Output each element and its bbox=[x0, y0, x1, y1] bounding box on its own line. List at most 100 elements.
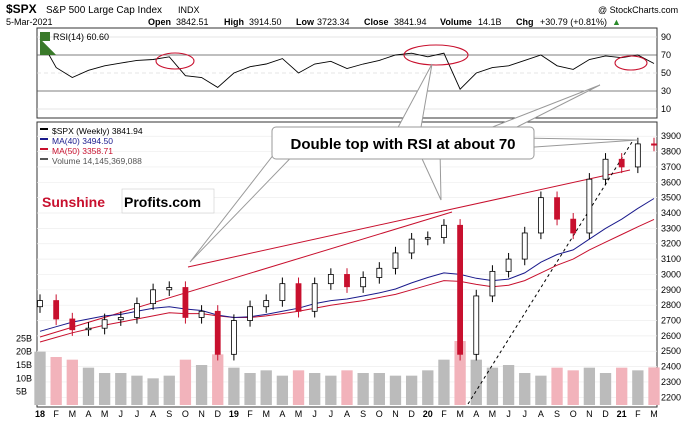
x-tick-label: F bbox=[441, 409, 447, 419]
rsi-axis: 90 70 50 30 10 bbox=[661, 32, 671, 114]
volume-bar bbox=[648, 367, 660, 405]
volume-bar bbox=[309, 373, 321, 405]
volume-bar bbox=[325, 375, 337, 405]
index-name: S&P 500 Large Cap Index bbox=[46, 5, 162, 16]
x-tick-label: M bbox=[101, 409, 109, 419]
rsi-tick-label: 90 bbox=[661, 32, 671, 42]
volume-bar bbox=[567, 370, 579, 405]
logo-part2: Profits.com bbox=[124, 194, 201, 210]
x-tick-label: O bbox=[376, 409, 383, 419]
price-axis: 3900 3800 3700 3600 3500 3400 3300 3200 3100 3000… bbox=[661, 131, 681, 402]
price-tick-label: 3600 bbox=[661, 177, 681, 187]
volume-bar bbox=[292, 370, 305, 405]
low-value: 3723.34 bbox=[317, 17, 350, 27]
legend-entry: MA(40) 3494.50 bbox=[52, 136, 113, 146]
price-bar-body bbox=[279, 283, 286, 301]
low-label: Low bbox=[296, 17, 315, 27]
price-bar-body bbox=[505, 258, 512, 272]
logo-part1: Sunshine bbox=[42, 194, 105, 210]
rsi-highlight-2018 bbox=[155, 52, 195, 70]
volume-axis: 25B 20B 15B 10B 5B bbox=[16, 333, 32, 396]
chg-label: Chg bbox=[516, 17, 534, 27]
callout: Double top with RSI at about 70 bbox=[189, 63, 639, 263]
price-bar-body bbox=[247, 306, 253, 321]
x-tick-label: A bbox=[279, 409, 285, 419]
rsi-swatch bbox=[40, 32, 50, 41]
x-tick-label: 20 bbox=[423, 409, 433, 419]
x-tick-label: F bbox=[635, 409, 641, 419]
x-tick-label: 18 bbox=[35, 409, 45, 419]
price-tick-label: 2400 bbox=[661, 362, 681, 372]
price-bar-body bbox=[311, 283, 318, 312]
volume-bar bbox=[66, 359, 78, 405]
volume-tick-label: 10B bbox=[16, 373, 32, 383]
price-bar-body bbox=[150, 289, 157, 305]
rsi-tick-label: 30 bbox=[661, 86, 671, 96]
price-panel bbox=[36, 121, 658, 408]
rsi-highlight-2021 bbox=[614, 55, 648, 71]
price-tick-label: 3400 bbox=[661, 208, 681, 218]
x-tick-label: D bbox=[408, 409, 415, 419]
volume-bar bbox=[147, 378, 159, 405]
volume-bar bbox=[616, 367, 628, 405]
x-tick-label: N bbox=[198, 409, 205, 419]
volume-bar bbox=[276, 375, 289, 405]
price-tick-label: 3900 bbox=[661, 131, 681, 141]
price-tick-label: 3200 bbox=[661, 239, 681, 249]
x-tick-label: A bbox=[150, 409, 156, 419]
legend-entry: Volume 14,145,369,088 bbox=[52, 156, 142, 166]
volume-bar bbox=[535, 375, 547, 405]
price-bar-body bbox=[586, 178, 593, 234]
x-tick-label: J bbox=[119, 409, 124, 419]
price-tick-label: 2600 bbox=[661, 331, 681, 341]
price-bar-body bbox=[37, 300, 43, 308]
volume-bar bbox=[470, 359, 482, 405]
price-bar-body bbox=[166, 287, 173, 291]
price-bar-body bbox=[327, 274, 334, 285]
volume-bar bbox=[422, 370, 434, 405]
watermark: @ StockCharts.com bbox=[598, 5, 678, 15]
x-tick-label: S bbox=[554, 409, 560, 419]
price-bar-body bbox=[263, 300, 270, 308]
rsi-line bbox=[39, 38, 655, 90]
price-bar-body bbox=[537, 197, 544, 234]
price-bar-body bbox=[602, 158, 609, 180]
logo-left-bg bbox=[40, 190, 122, 212]
price-bar-body bbox=[441, 224, 447, 238]
close-value: 3841.94 bbox=[394, 17, 427, 27]
price-bar-body bbox=[618, 158, 625, 168]
price-bar-body bbox=[424, 237, 431, 240]
price-bar-body bbox=[214, 310, 221, 355]
x-tick-label: F bbox=[53, 409, 59, 419]
volume-bar bbox=[115, 373, 127, 405]
volume-bars bbox=[34, 341, 660, 405]
x-tick-label: A bbox=[344, 409, 350, 419]
price-tick-label: 3800 bbox=[661, 147, 681, 157]
price-bar-body bbox=[473, 295, 480, 355]
x-tick-label: M bbox=[69, 409, 77, 419]
volume-bar bbox=[551, 367, 563, 405]
x-tick-label: A bbox=[473, 409, 479, 419]
x-tick-label: 19 bbox=[229, 409, 239, 419]
volume-bar bbox=[583, 367, 596, 405]
price-bar-body bbox=[570, 218, 577, 234]
x-tick-label: N bbox=[392, 409, 399, 419]
x-tick-label: J bbox=[522, 409, 527, 419]
price-bar-body bbox=[182, 287, 189, 318]
volume-value: 14.1B bbox=[478, 17, 502, 27]
price-tick-label: 2300 bbox=[661, 377, 681, 387]
volume-bar bbox=[405, 375, 418, 405]
price-bar-body bbox=[85, 327, 92, 331]
high-label: High bbox=[224, 17, 244, 27]
x-tick-label: M bbox=[456, 409, 464, 419]
x-tick-label: J bbox=[329, 409, 334, 419]
price-bar-body bbox=[634, 143, 641, 168]
x-axis: 18 F M A M J J A S O N D 19 F M A M J J A S O N D 20 F M A M J J A S O N D 2… bbox=[35, 409, 658, 419]
ma50-line bbox=[39, 218, 655, 343]
legend-swatch bbox=[40, 138, 48, 140]
price-bar-body bbox=[392, 252, 399, 269]
volume-bar bbox=[98, 373, 111, 405]
x-tick-label: O bbox=[182, 409, 189, 419]
legend-entry: MA(50) 3358.71 bbox=[52, 146, 113, 156]
